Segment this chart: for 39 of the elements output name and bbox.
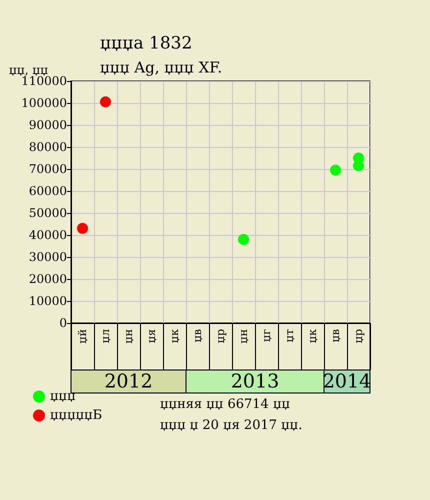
y-axis-title: џџ, џџ xyxy=(9,63,48,77)
text: 2014 xyxy=(322,370,372,392)
x-tick-label: џл xyxy=(99,329,112,344)
y-tick-label: 30000 xyxy=(28,250,67,264)
text: 2012 xyxy=(104,370,153,392)
x-tick-label: џт xyxy=(283,329,296,342)
point xyxy=(353,152,364,164)
text: џџџ џ 20 џя 2017 џџ. xyxy=(160,418,302,433)
x-tick-label: џр xyxy=(352,329,365,344)
point xyxy=(100,96,111,108)
y-tick-label: 90000 xyxy=(28,118,67,132)
legend-label: џџџ xyxy=(50,389,76,404)
x-tick-label: џв xyxy=(329,329,342,342)
x-tick-label: џн xyxy=(237,329,250,344)
x-tick-label: џк xyxy=(168,328,181,344)
chart-title: џџџа 1832 xyxy=(100,34,192,54)
x-tick-label: џв xyxy=(191,329,204,342)
text: 2013 xyxy=(230,370,280,392)
x-tick-label: џй xyxy=(76,329,89,344)
chart-subtitle: џџџ Ag, џџџ XF. xyxy=(100,58,222,76)
x-tick-label: џр xyxy=(214,329,227,344)
point xyxy=(330,164,341,176)
y-tick-label: 80000 xyxy=(28,140,67,154)
y-tick-label: 60000 xyxy=(28,184,67,198)
legend-label: џџџџџБ xyxy=(50,408,102,423)
x-tick-label: џн xyxy=(122,329,135,344)
y-tick-label: 10000 xyxy=(28,294,67,308)
y-tick-label: 40000 xyxy=(28,228,67,242)
x-tick-label: џк xyxy=(306,328,319,344)
text: џџняя џџ 66714 џџ xyxy=(160,397,290,412)
y-tick-label: 50000 xyxy=(28,206,67,220)
y-tick-label: 70000 xyxy=(28,162,67,176)
y-tick-label: 20000 xyxy=(28,272,67,286)
x-tick-label: џя xyxy=(145,328,158,344)
x-tick-label: џг xyxy=(260,328,273,342)
point xyxy=(77,222,88,234)
y-tick-label: 100000 xyxy=(21,96,67,110)
point xyxy=(238,234,249,245)
y-tick-label: 0 xyxy=(59,316,67,330)
